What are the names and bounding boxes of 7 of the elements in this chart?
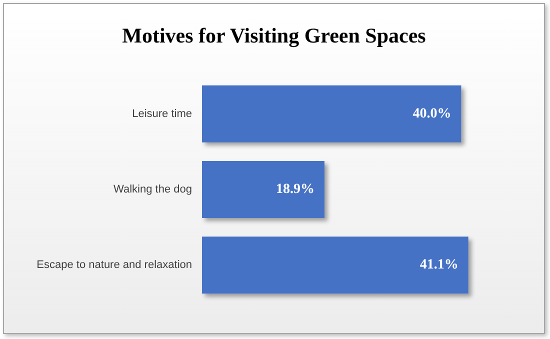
data-label: 41.1%	[420, 258, 458, 273]
chart-title: Motives for Visiting Green Spaces	[122, 24, 426, 48]
y-tick-label: Leisure time	[132, 108, 192, 120]
y-tick-label: Walking the dog	[114, 184, 192, 196]
data-label: 40.0%	[412, 106, 452, 122]
data-label: 18.9%	[276, 182, 314, 197]
y-tick-label: Escape to nature and relaxation	[36, 259, 192, 272]
